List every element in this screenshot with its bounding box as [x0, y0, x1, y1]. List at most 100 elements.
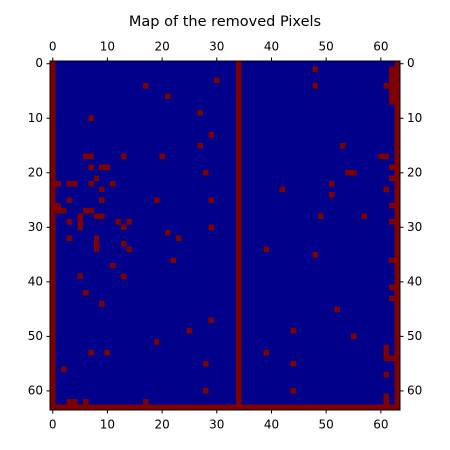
removed-pixel [88, 180, 94, 187]
removed-pixel [110, 262, 116, 269]
removed-pixel [186, 328, 193, 334]
removed-pixel [82, 208, 94, 214]
heatmap-background [50, 61, 400, 410]
removed-pixel [378, 153, 390, 160]
x-tick-label: 40 [264, 40, 279, 54]
y-tick-label: 30 [407, 220, 422, 234]
removed-pixel [214, 77, 220, 83]
removed-pixel [50, 404, 400, 410]
removed-pixel [361, 213, 368, 220]
removed-pixel [142, 399, 149, 405]
removed-pixel [82, 153, 94, 160]
y-tick-label: 20 [28, 165, 43, 179]
removed-pixel [279, 186, 286, 192]
removed-pixel [389, 175, 395, 181]
removed-pixel [383, 82, 390, 89]
removed-pixel [394, 61, 400, 410]
removed-pixel [383, 393, 390, 405]
removed-pixel [208, 197, 215, 203]
removed-pixel [383, 371, 390, 378]
removed-pixel [290, 388, 297, 394]
removed-pixel [66, 399, 78, 405]
removed-pixel [104, 350, 111, 356]
removed-pixel [328, 191, 335, 198]
x-tick-label: 10 [100, 418, 115, 432]
removed-pixel [383, 186, 390, 192]
removed-pixel [99, 186, 105, 192]
x-tick-label: 30 [209, 40, 224, 54]
x-tick-label: 20 [154, 40, 169, 54]
chart-title: Map of the removed Pixels [129, 14, 321, 30]
removed-pixel [99, 300, 105, 307]
removed-pixel [389, 164, 395, 171]
removed-pixel [55, 180, 61, 187]
removed-pixel [121, 153, 127, 160]
removed-pixel [312, 66, 318, 72]
removed-pixel [263, 246, 269, 252]
removed-pixel [77, 219, 83, 231]
removed-pixel [153, 339, 160, 345]
removed-pixel [389, 295, 395, 301]
removed-pixel [153, 197, 160, 203]
removed-pixel [66, 219, 72, 225]
removed-pixel [170, 257, 176, 263]
removed-pixel [88, 350, 94, 356]
removed-pixel [290, 360, 297, 367]
removed-pixel [263, 350, 269, 356]
removed-pixel [93, 175, 100, 181]
removed-pixel [203, 170, 209, 176]
removed-pixel [203, 388, 209, 394]
y-tick-label: 50 [407, 329, 422, 343]
removed-pixel [383, 344, 390, 361]
removed-pixel [317, 213, 324, 220]
y-tick-label: 20 [407, 165, 422, 179]
removed-pixel [126, 246, 133, 252]
y-tick-label: 10 [28, 111, 43, 125]
y-tick-label: 40 [28, 274, 43, 288]
y-tick-label: 0 [407, 56, 415, 70]
removed-pixel [88, 164, 94, 171]
removed-pixel [339, 142, 346, 149]
removed-pixel [235, 61, 242, 410]
removed-pixel [208, 131, 215, 138]
removed-pixel [389, 257, 395, 263]
removed-pixel [175, 235, 182, 241]
removed-pixel [110, 180, 116, 187]
x-tick-label: 20 [154, 418, 169, 432]
removed-pixel [389, 202, 395, 209]
x-tick-label: 0 [49, 418, 57, 432]
x-tick-label: 30 [209, 418, 224, 432]
y-tick-label: 10 [407, 111, 422, 125]
removed-pixel [88, 115, 94, 121]
removed-pixel [121, 273, 127, 280]
removed-pixel [159, 153, 165, 160]
plot-frame [49, 60, 401, 411]
removed-pixel [328, 180, 335, 187]
removed-pixel [126, 219, 133, 225]
y-tick-label: 30 [28, 220, 43, 234]
removed-pixel [312, 82, 318, 89]
removed-pixel [389, 66, 395, 105]
removed-pixel [77, 213, 83, 220]
y-tick-label: 0 [35, 56, 43, 70]
x-tick-label: 50 [319, 418, 334, 432]
removed-pixel [121, 224, 127, 231]
removed-pixel [164, 230, 171, 236]
removed-pixel [66, 197, 72, 203]
removed-pixel [121, 240, 127, 247]
removed-pixel [66, 235, 72, 241]
removed-pixel [312, 251, 318, 258]
removed-pixel [66, 180, 78, 187]
removed-pixel [93, 235, 100, 252]
removed-pixel [99, 197, 105, 203]
removed-pixel [197, 142, 204, 149]
removed-pixel [208, 224, 215, 231]
removed-pixel [60, 208, 67, 214]
removed-pixel [115, 219, 122, 225]
removed-pixel [55, 202, 61, 214]
removed-pixel [50, 61, 56, 410]
x-tick-label: 50 [319, 40, 334, 54]
removed-pixel [197, 110, 204, 116]
removed-pixel [389, 355, 395, 361]
